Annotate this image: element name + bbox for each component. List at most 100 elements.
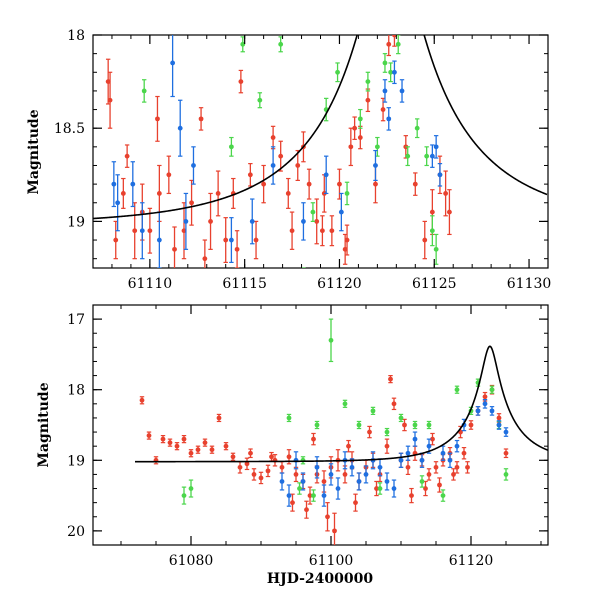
top-blue-point bbox=[373, 149, 378, 181]
data-marker bbox=[503, 450, 509, 456]
top-red-point bbox=[278, 140, 284, 172]
top-red-point bbox=[295, 149, 301, 181]
bottom-green-point bbox=[181, 486, 187, 505]
data-marker bbox=[147, 228, 153, 234]
data-marker bbox=[156, 237, 162, 243]
top-red-point bbox=[285, 177, 291, 209]
bottom-red-point bbox=[304, 500, 309, 519]
bottom-ytick-label: 19 bbox=[67, 453, 85, 469]
bottom-blue-point bbox=[384, 472, 390, 491]
data-marker bbox=[286, 493, 292, 498]
data-marker bbox=[426, 472, 432, 477]
data-marker bbox=[311, 436, 316, 442]
data-marker bbox=[230, 454, 236, 460]
data-marker bbox=[398, 457, 404, 463]
data-marker bbox=[124, 153, 130, 159]
data-marker bbox=[279, 464, 285, 470]
bottom-red-point bbox=[437, 477, 442, 493]
top-red-point bbox=[247, 163, 253, 187]
data-marker bbox=[202, 440, 208, 446]
top-green-point bbox=[365, 71, 371, 92]
top-y-tick-labels: 18 18.5 19 bbox=[54, 28, 85, 230]
data-marker bbox=[130, 181, 136, 187]
top-ytick-label: 18.5 bbox=[54, 121, 85, 137]
data-marker bbox=[423, 486, 428, 491]
data-marker bbox=[357, 135, 363, 140]
top-red-point bbox=[189, 179, 194, 226]
data-marker bbox=[374, 144, 380, 150]
data-marker bbox=[489, 387, 495, 393]
data-marker bbox=[306, 181, 312, 187]
data-marker bbox=[279, 479, 285, 484]
top-series-blue bbox=[111, 35, 443, 268]
data-marker bbox=[321, 493, 327, 498]
data-marker bbox=[405, 153, 411, 159]
data-marker bbox=[111, 181, 117, 187]
data-marker bbox=[321, 479, 327, 484]
top-red-point bbox=[107, 71, 113, 129]
bottom-blue-point bbox=[503, 427, 509, 437]
data-marker bbox=[293, 472, 299, 477]
data-marker bbox=[344, 237, 350, 243]
bottom-blue-point bbox=[286, 484, 292, 507]
top-green-point bbox=[141, 79, 147, 103]
bottom-red-point bbox=[367, 425, 372, 439]
data-marker bbox=[348, 144, 354, 150]
bottom-red-point bbox=[230, 452, 236, 461]
bottom-blue-point bbox=[405, 445, 411, 461]
bottom-red-point bbox=[461, 446, 467, 460]
bottom-red-point bbox=[388, 374, 393, 384]
data-marker bbox=[377, 464, 383, 470]
data-marker bbox=[269, 454, 274, 460]
bottom-green-point bbox=[356, 420, 362, 430]
top-axis-ticks bbox=[92, 34, 549, 268]
data-marker bbox=[374, 486, 379, 491]
top-red-point bbox=[392, 35, 397, 47]
top-red-point bbox=[422, 220, 428, 260]
top-green-point bbox=[405, 146, 411, 167]
bottom-red-point bbox=[402, 418, 407, 432]
bottom-red-point bbox=[353, 493, 358, 512]
data-marker bbox=[215, 191, 221, 196]
data-marker bbox=[382, 88, 388, 94]
bottom-green-point bbox=[426, 420, 432, 430]
bottom-red-point bbox=[258, 471, 264, 485]
top-red-point bbox=[155, 95, 160, 142]
data-marker bbox=[412, 181, 418, 187]
data-marker bbox=[228, 237, 234, 243]
data-marker bbox=[146, 433, 152, 438]
data-marker bbox=[367, 429, 372, 435]
top-blue-point bbox=[382, 79, 388, 103]
data-marker bbox=[107, 97, 113, 103]
bottom-blue-point bbox=[412, 431, 418, 447]
top-xtick-label: 61110 bbox=[128, 276, 173, 292]
data-marker bbox=[382, 60, 388, 66]
bottom-green-point bbox=[314, 420, 320, 430]
data-marker bbox=[395, 41, 401, 47]
bottom-red-point bbox=[181, 434, 187, 444]
top-red-point bbox=[329, 215, 335, 247]
bottom-blue-point bbox=[363, 465, 369, 484]
data-marker bbox=[328, 337, 334, 343]
x-axis-label: HJD-2400000 bbox=[267, 571, 374, 587]
bottom-red-point bbox=[160, 434, 166, 444]
data-marker bbox=[365, 97, 371, 103]
top-green-point bbox=[278, 36, 284, 53]
data-marker bbox=[261, 181, 267, 187]
data-marker bbox=[388, 69, 394, 75]
bottom-xtick-label: 61100 bbox=[309, 553, 354, 569]
data-marker bbox=[328, 472, 334, 477]
top-red-point bbox=[132, 202, 138, 260]
data-marker bbox=[419, 479, 425, 484]
data-marker bbox=[238, 79, 244, 84]
data-marker bbox=[391, 486, 397, 491]
bottom-blue-point bbox=[279, 472, 285, 491]
top-red-point bbox=[357, 125, 363, 150]
top-green-point bbox=[357, 108, 363, 129]
data-marker bbox=[346, 443, 351, 449]
data-marker bbox=[181, 493, 187, 498]
data-marker bbox=[433, 246, 439, 252]
bottom-blue-point bbox=[475, 406, 481, 416]
bottom-green-point bbox=[188, 479, 194, 498]
data-marker bbox=[399, 88, 405, 94]
